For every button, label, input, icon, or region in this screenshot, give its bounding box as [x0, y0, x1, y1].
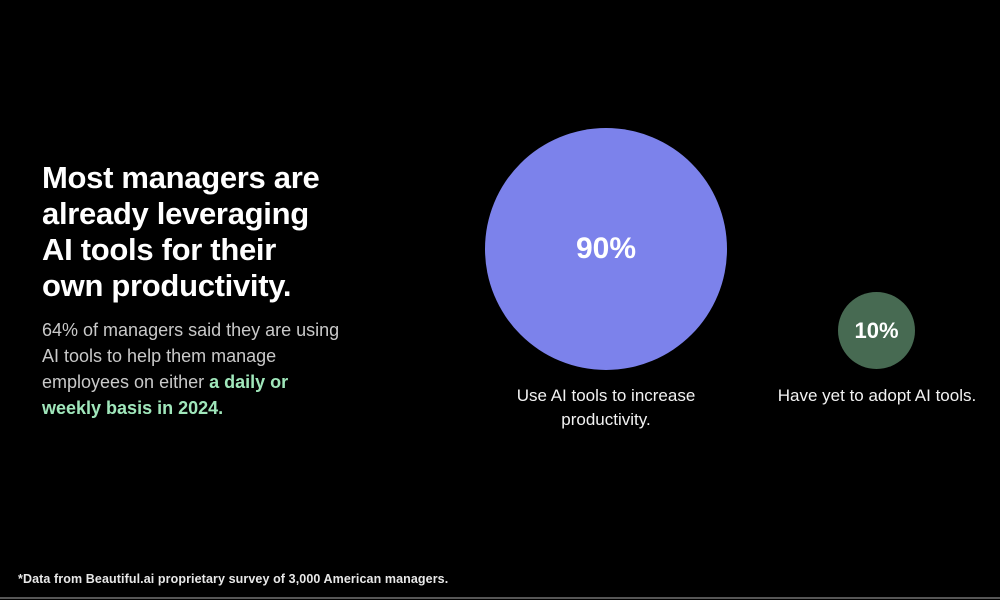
subtitle-normal-text: AI tools to help them manage	[42, 346, 277, 366]
bubble-value-label: 10%	[854, 317, 899, 343]
bubble-value-label: 90%	[575, 232, 637, 265]
data-source-footnote: *Data from Beautiful.ai proprietary surv…	[18, 572, 449, 586]
headline-line-1: Most managers are	[42, 160, 320, 195]
bubble-use-ai-tools: 90%	[485, 128, 727, 370]
subtitle-line-3: employees on either a daily or	[42, 369, 382, 395]
bottom-divider-line	[0, 597, 1000, 599]
bubble-yet-to-adopt: 10%	[838, 292, 915, 369]
headline-line-4: own productivity.	[42, 268, 292, 303]
subtitle-highlight-text: a daily or	[209, 372, 289, 392]
subtitle-normal-text: 64% of managers said they are using	[42, 320, 340, 340]
subtitle-line-4: weekly basis in 2024.	[42, 395, 382, 421]
bubble-caption-use-ai-tools: Use AI tools to increase productivity.	[516, 386, 696, 429]
subtitle-line-2: AI tools to help them manage	[42, 343, 382, 369]
headline-line-2: already leveraging	[42, 196, 309, 231]
bubble-caption-yet-to-adopt: Have yet to adopt AI tools.	[777, 386, 977, 405]
page-title: Most managers are already leveraging AI …	[42, 160, 320, 304]
subtitle-highlight-text: weekly basis in 2024.	[42, 398, 224, 418]
headline-line-3: AI tools for their	[42, 232, 276, 267]
subtitle-text: 64% of managers said they are using AI t…	[42, 317, 382, 421]
subtitle-normal-text: employees on either	[42, 372, 210, 392]
subtitle-line-1: 64% of managers said they are using	[42, 317, 382, 343]
